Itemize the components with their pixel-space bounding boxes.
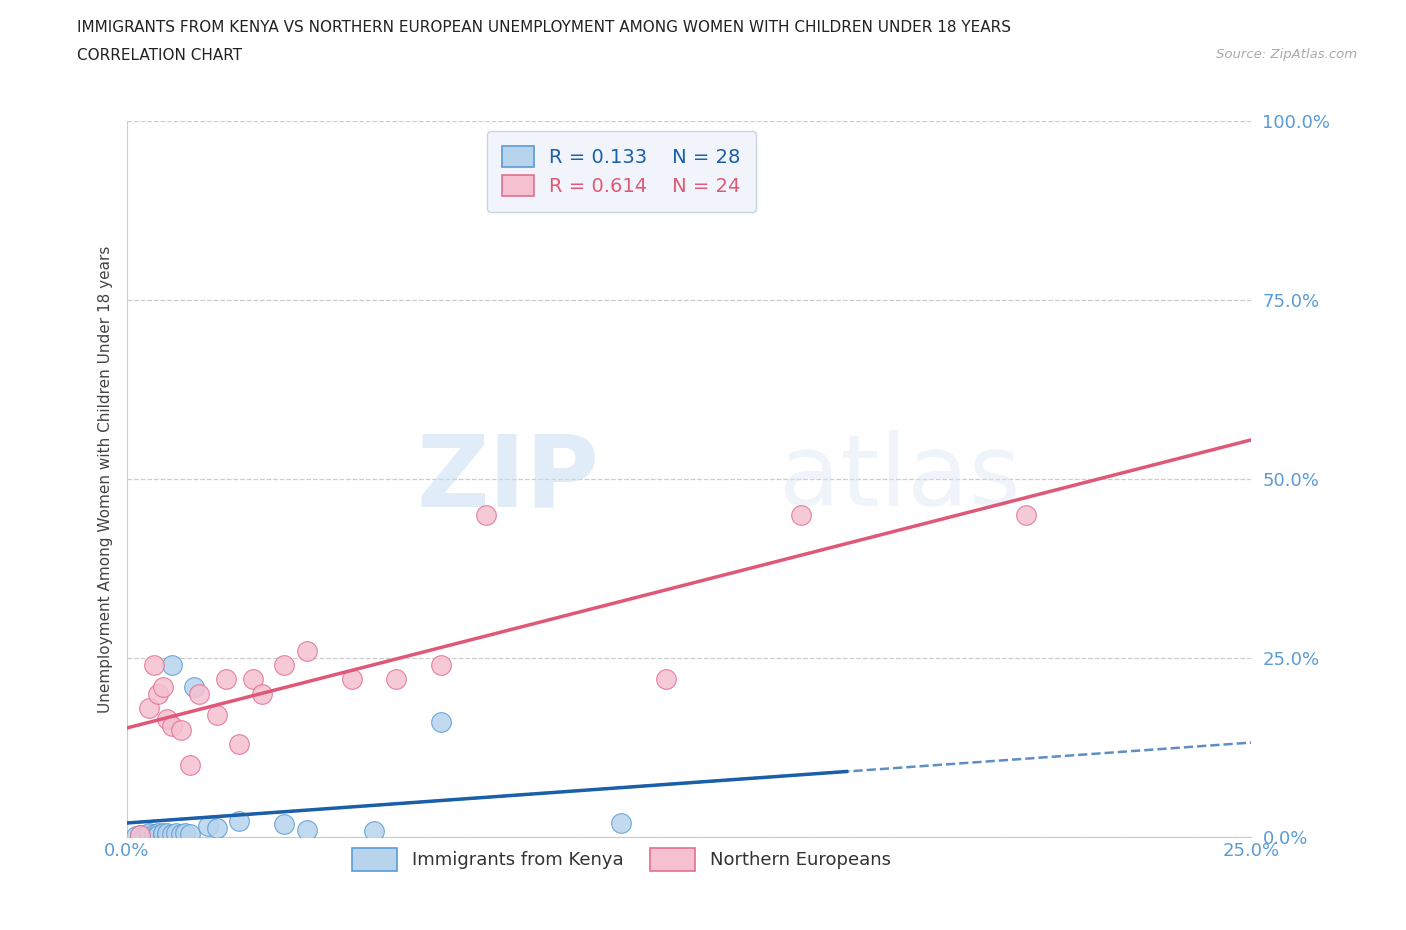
Point <box>142 827 165 842</box>
Point <box>169 722 191 737</box>
Point <box>273 817 295 831</box>
Point <box>129 828 152 843</box>
Point <box>124 828 146 843</box>
Point <box>169 827 191 842</box>
Point <box>142 658 165 672</box>
Point <box>152 825 174 840</box>
Point <box>228 737 250 751</box>
Point <box>156 711 179 726</box>
Point <box>152 827 174 842</box>
Point <box>156 826 179 841</box>
Point <box>146 828 169 843</box>
Point <box>142 828 165 843</box>
Point <box>242 672 264 687</box>
Legend: Immigrants from Kenya, Northern Europeans: Immigrants from Kenya, Northern European… <box>344 841 898 878</box>
Point <box>340 672 363 687</box>
Point <box>205 708 228 723</box>
Point <box>160 658 183 672</box>
Point <box>179 758 201 773</box>
Point <box>273 658 295 672</box>
Point <box>152 679 174 694</box>
Point <box>385 672 408 687</box>
Point <box>146 826 169 841</box>
Point <box>790 508 813 523</box>
Point <box>183 679 205 694</box>
Point <box>475 508 498 523</box>
Point <box>430 715 453 730</box>
Point <box>1015 508 1038 523</box>
Point <box>295 644 318 658</box>
Text: atlas: atlas <box>779 431 1021 527</box>
Point <box>174 825 197 840</box>
Point <box>160 719 183 734</box>
Point <box>129 828 152 843</box>
Point <box>655 672 678 687</box>
Point <box>228 814 250 829</box>
Point <box>214 672 236 687</box>
Point <box>430 658 453 672</box>
Y-axis label: Unemployment Among Women with Children Under 18 years: Unemployment Among Women with Children U… <box>97 246 112 712</box>
Point <box>160 827 183 842</box>
Point <box>138 827 160 842</box>
Point <box>197 818 219 833</box>
Point <box>179 827 201 842</box>
Point <box>610 816 633 830</box>
Text: Source: ZipAtlas.com: Source: ZipAtlas.com <box>1216 48 1357 61</box>
Point <box>138 700 160 715</box>
Text: ZIP: ZIP <box>416 431 599 527</box>
Point <box>165 826 187 841</box>
Text: IMMIGRANTS FROM KENYA VS NORTHERN EUROPEAN UNEMPLOYMENT AMONG WOMEN WITH CHILDRE: IMMIGRANTS FROM KENYA VS NORTHERN EUROPE… <box>77 20 1011 35</box>
Point <box>134 828 156 843</box>
Point <box>156 828 179 843</box>
Text: CORRELATION CHART: CORRELATION CHART <box>77 48 242 63</box>
Point <box>250 686 273 701</box>
Point <box>138 826 160 841</box>
Point <box>363 824 385 839</box>
Point <box>205 821 228 836</box>
Point <box>146 686 169 701</box>
Point <box>187 686 209 701</box>
Point <box>295 822 318 837</box>
